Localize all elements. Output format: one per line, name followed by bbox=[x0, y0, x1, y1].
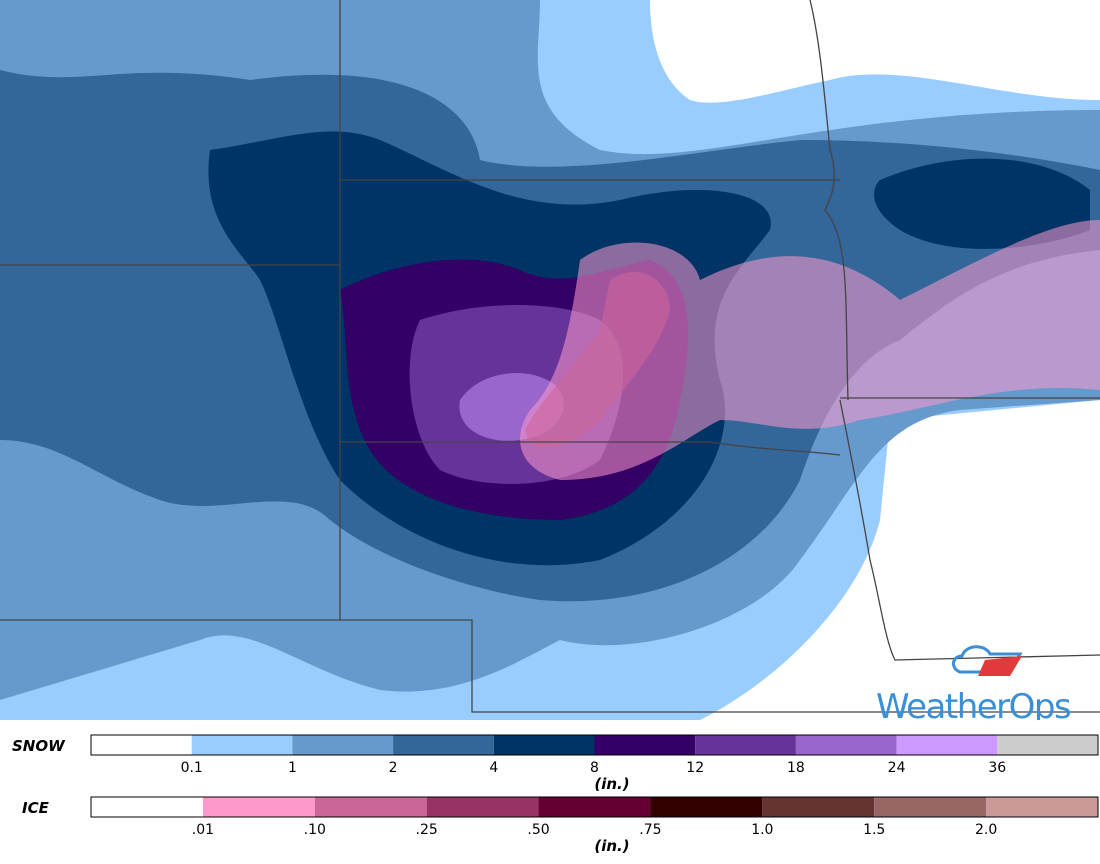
snow-label: SNOW bbox=[12, 737, 66, 755]
ice-swatch bbox=[874, 797, 987, 817]
no-snow-area bbox=[650, 0, 1100, 103]
snow-swatch bbox=[896, 735, 998, 755]
snow-swatch bbox=[493, 735, 595, 755]
snow-tick-label: 4 bbox=[489, 760, 498, 776]
ice-label: ICE bbox=[22, 799, 50, 817]
snow-tick-label: 12 bbox=[686, 760, 704, 776]
snow-tick-label: 8 bbox=[590, 760, 599, 776]
snow-swatch bbox=[393, 735, 494, 755]
snow-swatch bbox=[91, 735, 192, 755]
ice-area bbox=[525, 271, 670, 449]
ice-tick-label: 1.0 bbox=[751, 822, 773, 838]
snow-swatch bbox=[695, 735, 796, 755]
ice-tick-label: .10 bbox=[304, 822, 326, 838]
snow-bar-border bbox=[90, 734, 1099, 756]
snow-tick-label: 1 bbox=[288, 760, 297, 776]
ice-swatch bbox=[91, 797, 203, 817]
ice-swatch bbox=[314, 797, 427, 817]
ice-swatch bbox=[650, 797, 763, 817]
ice-bar-border bbox=[90, 796, 1099, 818]
ice-tick-label: .25 bbox=[416, 822, 438, 838]
ice-area bbox=[520, 220, 1100, 480]
ice-swatch bbox=[762, 797, 875, 817]
snow-area bbox=[874, 158, 1090, 249]
ice-swatch bbox=[202, 797, 315, 817]
ice-tick-label: 1.5 bbox=[863, 822, 885, 838]
snow-swatch bbox=[191, 735, 293, 755]
no-snow-area bbox=[700, 400, 1100, 720]
snow-tick-label: 18 bbox=[787, 760, 805, 776]
ice-swatch bbox=[538, 797, 651, 817]
ice-tick-label: .01 bbox=[192, 822, 214, 838]
snow-tick-label: 2 bbox=[389, 760, 398, 776]
ice-swatch bbox=[426, 797, 539, 817]
snow-swatch bbox=[795, 735, 897, 755]
logo-icon bbox=[952, 645, 1023, 676]
ice-unit: (in.) bbox=[594, 837, 629, 855]
snow-swatch bbox=[292, 735, 394, 755]
ice-swatch bbox=[986, 797, 1098, 817]
snow-swatch bbox=[594, 735, 696, 755]
snow-unit: (in.) bbox=[594, 775, 629, 793]
snow-tick-label: 0.1 bbox=[181, 760, 203, 776]
snow-tick-label: 24 bbox=[888, 760, 906, 776]
ice-tick-label: 2.0 bbox=[975, 822, 997, 838]
snow-tick-label: 36 bbox=[988, 760, 1006, 776]
map: WeatherOps bbox=[0, 0, 1100, 727]
state-borders bbox=[0, 0, 1100, 713]
snow-swatch bbox=[997, 735, 1098, 755]
ice-tick-label: .75 bbox=[639, 822, 661, 838]
ice-tick-label: .50 bbox=[527, 822, 549, 838]
